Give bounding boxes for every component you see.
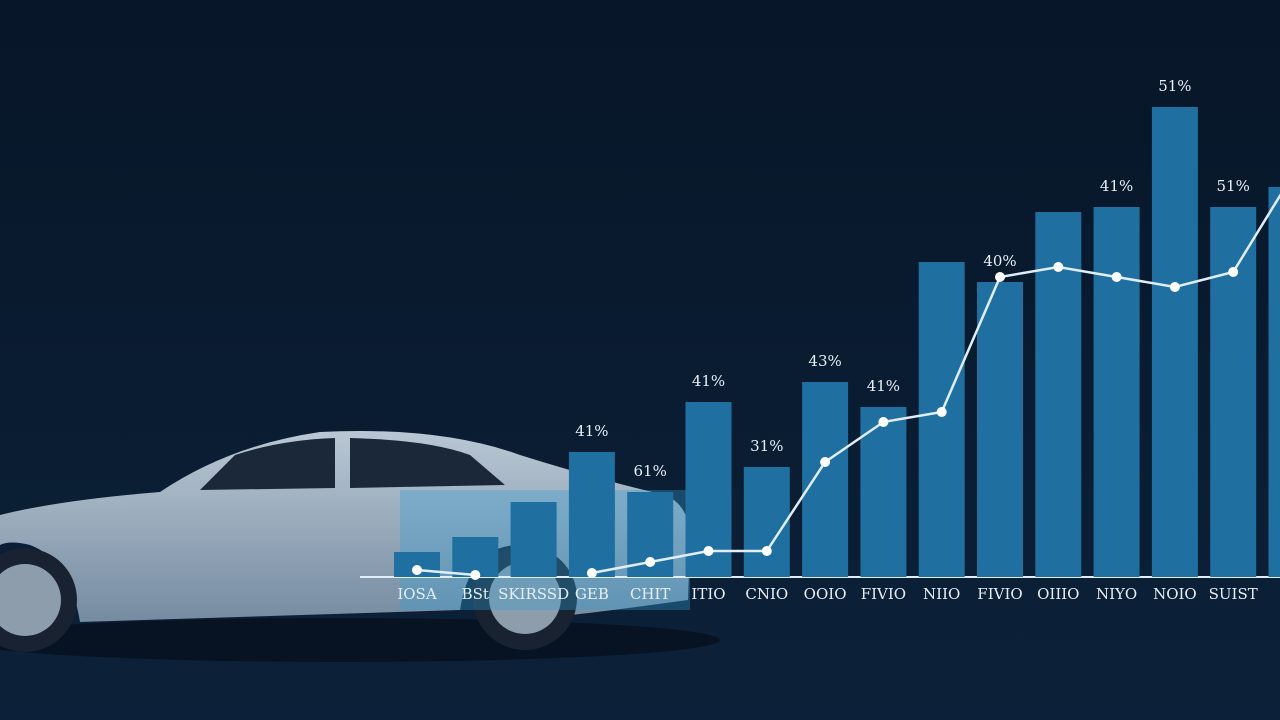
line-point bbox=[703, 546, 714, 556]
bar bbox=[860, 407, 907, 577]
x-tick-label: OIIIO bbox=[1037, 585, 1079, 603]
line-point bbox=[995, 272, 1005, 282]
x-tick-label: GEB bbox=[575, 585, 609, 603]
bar bbox=[743, 467, 790, 577]
bar bbox=[568, 452, 615, 577]
line-point bbox=[1053, 262, 1064, 272]
x-tick-label: NIYO bbox=[1096, 585, 1137, 603]
bar bbox=[918, 262, 965, 577]
trend-line bbox=[416, 568, 476, 577]
line-point bbox=[1111, 272, 1122, 282]
line-point bbox=[761, 546, 772, 556]
bar bbox=[1268, 187, 1280, 577]
data-label: 41% bbox=[867, 377, 900, 395]
bar bbox=[510, 502, 557, 577]
x-tick-label: FIVIO bbox=[861, 585, 906, 603]
line-point bbox=[936, 407, 947, 417]
bar bbox=[802, 382, 849, 577]
data-label: 41% bbox=[575, 422, 608, 440]
x-tick-label: IOSA bbox=[397, 585, 436, 603]
line-point bbox=[470, 570, 481, 580]
bar bbox=[1093, 207, 1140, 577]
line-point bbox=[1228, 267, 1239, 277]
x-tick-label: SUIST bbox=[1209, 585, 1258, 603]
x-tick-label: OOIO bbox=[804, 585, 847, 603]
bar bbox=[977, 282, 1023, 577]
line-point bbox=[586, 568, 597, 578]
x-tick-label: FIVIO bbox=[977, 585, 1022, 603]
bar bbox=[1035, 212, 1082, 577]
x-tick-label: CNIO bbox=[745, 585, 788, 603]
line-point bbox=[1169, 282, 1180, 292]
line-point bbox=[878, 417, 889, 427]
data-label: 40% bbox=[983, 252, 1016, 270]
x-tick-label: NOIO bbox=[1153, 585, 1197, 603]
line-point bbox=[645, 557, 656, 567]
data-label: 43% bbox=[808, 352, 841, 370]
data-label: 61% bbox=[634, 462, 667, 480]
line-point bbox=[412, 565, 422, 575]
data-label: 41% bbox=[692, 372, 725, 390]
x-tick-label: BSt bbox=[462, 585, 489, 603]
x-tick-label: CHIT bbox=[630, 585, 671, 603]
data-label: 31% bbox=[750, 437, 783, 455]
x-tick-label: NIIO bbox=[923, 585, 960, 603]
data-label: 51% bbox=[1217, 177, 1250, 195]
bar bbox=[1151, 107, 1198, 577]
data-label: 51% bbox=[1158, 77, 1191, 95]
x-tick-label: ITIO bbox=[691, 585, 725, 603]
line-point bbox=[820, 457, 831, 467]
data-label: 41% bbox=[1100, 177, 1133, 195]
bar bbox=[1210, 207, 1257, 577]
x-tick-label: SKIRSSD bbox=[498, 585, 569, 603]
